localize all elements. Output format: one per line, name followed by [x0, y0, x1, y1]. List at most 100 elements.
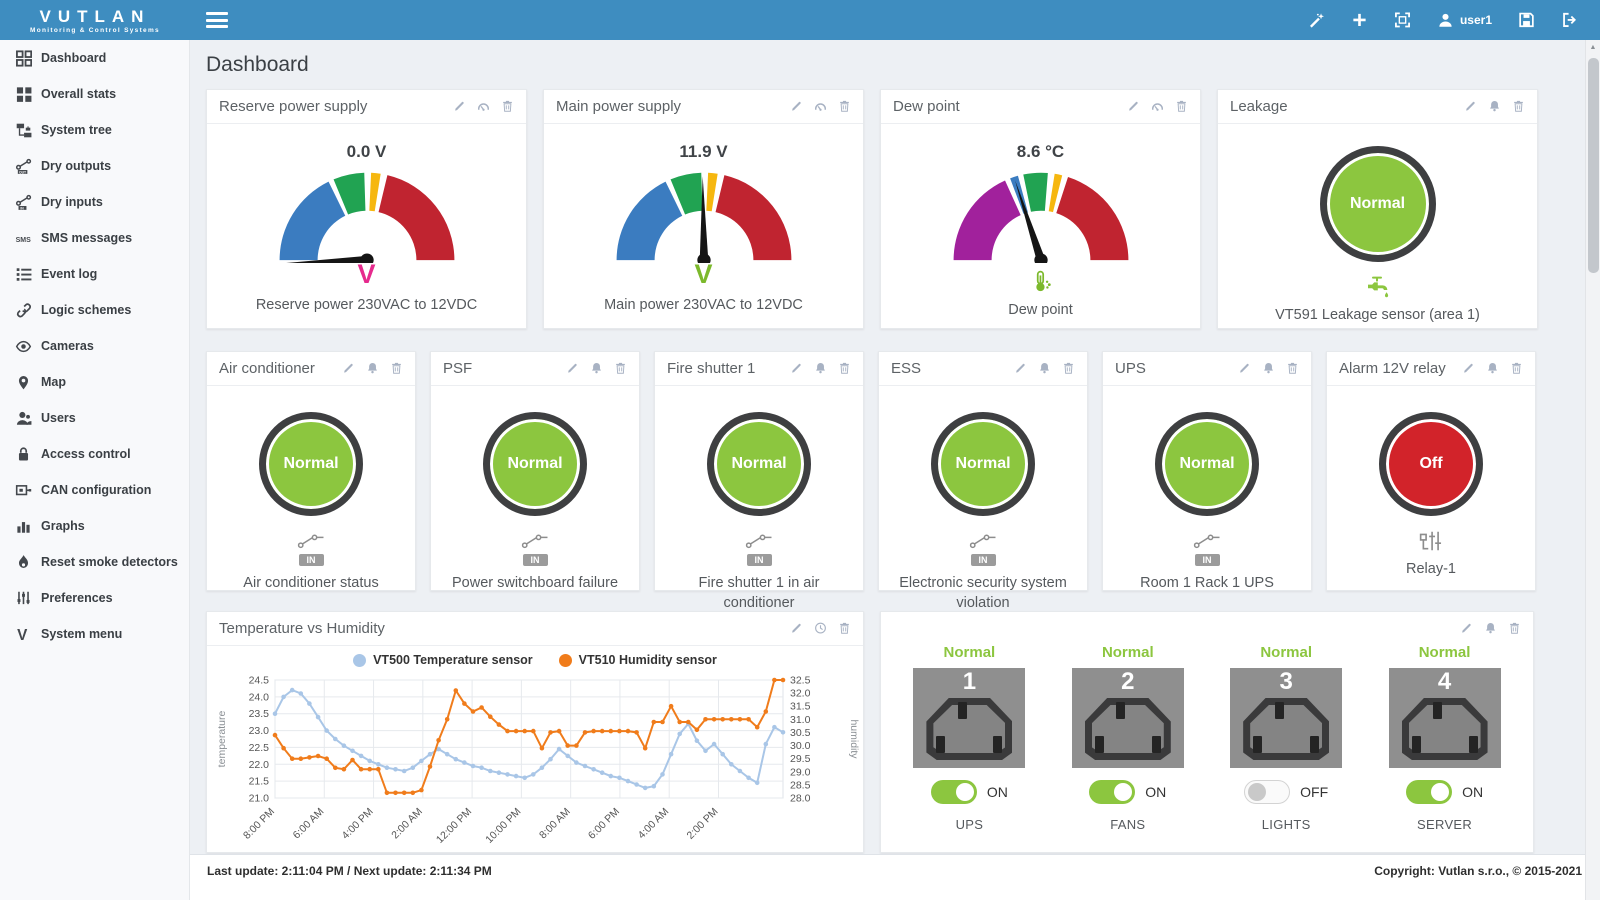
sidebar-item-dashboard[interactable]: Dashboard — [0, 40, 189, 76]
sidebar-item-overall-stats[interactable]: Overall stats — [0, 76, 189, 112]
svg-text:21.5: 21.5 — [249, 776, 270, 788]
status-indicator: Normal — [707, 412, 811, 516]
scrollbar-up-arrow[interactable]: ▲ — [1589, 44, 1597, 51]
status-indicator: Off — [1379, 412, 1483, 516]
svg-text:31.5: 31.5 — [790, 701, 811, 713]
bell-icon[interactable] — [590, 362, 603, 375]
gauge-icon[interactable] — [1151, 100, 1164, 113]
gauge-value: 0.0 V — [346, 142, 387, 161]
outlet-toggle[interactable] — [930, 780, 977, 804]
bell-icon[interactable] — [1488, 100, 1501, 113]
user-menu[interactable]: user1 — [1437, 12, 1492, 29]
card-title: Leakage — [1230, 98, 1288, 115]
gauge-icon[interactable] — [814, 100, 827, 113]
plus-icon[interactable] — [1351, 12, 1368, 29]
clock-icon[interactable] — [814, 622, 827, 635]
trash-icon[interactable] — [838, 100, 851, 113]
trash-icon[interactable] — [1175, 100, 1188, 113]
logout-icon[interactable] — [1561, 12, 1578, 29]
outlet-toggle[interactable] — [1244, 780, 1291, 804]
bell-icon[interactable] — [1038, 362, 1051, 375]
brand-name: VUTLAN — [39, 6, 151, 26]
sidebar-item-dry-outputs[interactable]: OUT Dry outputs — [0, 148, 189, 184]
vertical-scrollbar[interactable]: ▲ — [1585, 40, 1600, 900]
svg-text:30.0: 30.0 — [790, 740, 811, 752]
gauge-icon[interactable] — [477, 100, 490, 113]
pencil-icon[interactable] — [566, 362, 579, 375]
sidebar-item-users[interactable]: Users — [0, 400, 189, 436]
bell-icon[interactable] — [814, 362, 827, 375]
card-fire-shutter-1: Fire shutter 1 Normal IN Fire shutter 1 in … — [654, 351, 864, 611]
svg-text:6:00 PM: 6:00 PM — [586, 806, 622, 842]
fullscreen-icon[interactable] — [1394, 11, 1411, 29]
top-actions: user1 — [1308, 11, 1600, 29]
toggle-state-label: ON — [1462, 784, 1484, 800]
pencil-icon[interactable] — [790, 362, 803, 375]
bell-icon[interactable] — [1486, 362, 1499, 375]
sidebar-item-logic-schemes[interactable]: Logic schemes — [0, 292, 189, 328]
cameras-icon — [15, 338, 32, 355]
outlet-name: FANS — [1110, 817, 1146, 832]
gauge-value: 8.6 °C — [1016, 142, 1065, 161]
pencil-icon[interactable] — [1127, 100, 1140, 113]
pencil-icon[interactable] — [1238, 362, 1251, 375]
sidebar-item-preferences[interactable]: Preferences — [0, 580, 189, 616]
trash-icon[interactable] — [1510, 362, 1523, 375]
trash-icon[interactable] — [501, 100, 514, 113]
trash-icon[interactable] — [1062, 362, 1075, 375]
pencil-icon[interactable] — [1014, 362, 1027, 375]
sidebar-item-label: System tree — [41, 123, 112, 137]
trash-icon[interactable] — [1508, 622, 1521, 635]
gauge-unit: V — [357, 259, 376, 289]
outlet-name: UPS — [955, 817, 984, 832]
sidebar-item-cameras[interactable]: Cameras — [0, 328, 189, 364]
menu-toggle-button[interactable] — [206, 12, 228, 28]
gauge-value: 11.9 V — [679, 142, 728, 161]
trash-icon[interactable] — [838, 362, 851, 375]
chart-legend: VT500 Temperature sensor VT510 Humidity s… — [207, 648, 863, 672]
card-power-outlets: Normal 1 ON UPS Normal 2 ON FANS Normal 3 OFF LIGHT… — [880, 611, 1534, 853]
pencil-icon[interactable] — [1464, 100, 1477, 113]
sidebar-item-system-menu[interactable]: V System menu — [0, 616, 189, 652]
sidebar-item-reset-smoke-detectors[interactable]: Reset smoke detectors — [0, 544, 189, 580]
outlet-toggle[interactable] — [1089, 780, 1136, 804]
preferences-icon — [15, 590, 32, 607]
sidebar-item-event-log[interactable]: Event log — [0, 256, 189, 292]
pencil-icon[interactable] — [1462, 362, 1475, 375]
svg-text:4:00 PM: 4:00 PM — [340, 806, 376, 842]
pencil-icon[interactable] — [1460, 622, 1473, 635]
sidebar-item-map[interactable]: Map — [0, 364, 189, 400]
sidebar-item-can-configuration[interactable]: CAN configuration — [0, 472, 189, 508]
legend-swatch — [353, 653, 367, 667]
scrollbar-thumb[interactable] — [1588, 58, 1599, 273]
sidebar-item-sms-messages[interactable]: SMS SMS messages — [0, 220, 189, 256]
wand-icon[interactable] — [1308, 12, 1325, 29]
trash-icon[interactable] — [1286, 362, 1299, 375]
users-icon — [15, 410, 32, 427]
save-icon[interactable] — [1518, 12, 1535, 29]
bell-icon[interactable] — [1484, 622, 1497, 635]
pencil-icon[interactable] — [790, 622, 803, 635]
bell-icon[interactable] — [1262, 362, 1275, 375]
outlet-toggle[interactable] — [1406, 780, 1453, 804]
sidebar-item-access-control[interactable]: Access control — [0, 436, 189, 472]
card-psf: PSF Normal IN Power switchboard failure — [430, 351, 640, 591]
trash-icon[interactable] — [614, 362, 627, 375]
copyright-text: Copyright: Vutlan s.r.o., © 2015-2021 — [1374, 864, 1582, 878]
svg-text:V: V — [17, 627, 28, 643]
svg-text:31.0: 31.0 — [790, 714, 811, 726]
sidebar-item-dry-inputs[interactable]: IN Dry inputs — [0, 184, 189, 220]
bell-icon[interactable] — [366, 362, 379, 375]
pencil-icon[interactable] — [790, 100, 803, 113]
sidebar-item-system-tree[interactable]: System tree — [0, 112, 189, 148]
status-indicator: Normal — [931, 412, 1035, 516]
trash-icon[interactable] — [390, 362, 403, 375]
sidebar-item-graphs[interactable]: Graphs — [0, 508, 189, 544]
trash-icon[interactable] — [838, 622, 851, 635]
outlet-number: 4 — [1437, 668, 1452, 695]
overall-stats-icon — [15, 86, 32, 103]
pencil-icon[interactable] — [342, 362, 355, 375]
trash-icon[interactable] — [1512, 100, 1525, 113]
pencil-icon[interactable] — [453, 100, 466, 113]
